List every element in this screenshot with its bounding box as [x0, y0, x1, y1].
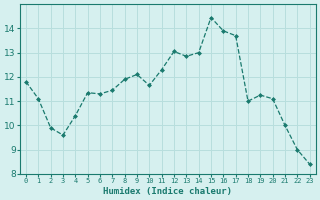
X-axis label: Humidex (Indice chaleur): Humidex (Indice chaleur) — [103, 187, 232, 196]
